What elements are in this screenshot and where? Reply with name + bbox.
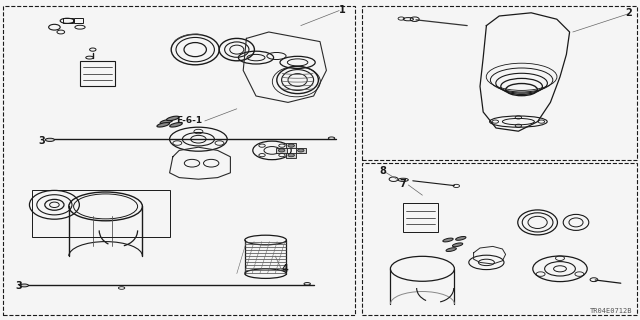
Bar xyxy=(296,148,306,153)
Circle shape xyxy=(298,149,304,152)
Text: 4: 4 xyxy=(282,264,288,274)
Ellipse shape xyxy=(443,238,453,242)
Bar xyxy=(286,153,296,158)
Text: 3: 3 xyxy=(16,281,22,292)
Circle shape xyxy=(278,149,285,152)
Ellipse shape xyxy=(446,248,456,252)
Text: 8: 8 xyxy=(380,166,386,176)
Bar xyxy=(3,6,355,315)
Bar xyxy=(63,18,73,23)
Bar xyxy=(74,18,83,23)
Text: 1: 1 xyxy=(339,4,346,15)
Ellipse shape xyxy=(456,236,466,240)
Text: 7: 7 xyxy=(399,179,406,189)
Bar xyxy=(403,203,438,232)
Text: 3: 3 xyxy=(38,136,45,146)
Ellipse shape xyxy=(166,116,179,121)
Ellipse shape xyxy=(452,243,463,247)
Ellipse shape xyxy=(170,123,182,127)
Ellipse shape xyxy=(160,119,173,124)
Bar xyxy=(80,61,115,86)
Bar xyxy=(362,163,637,315)
Ellipse shape xyxy=(157,123,170,127)
Bar xyxy=(276,148,287,153)
Text: E-6-1: E-6-1 xyxy=(176,116,202,124)
Ellipse shape xyxy=(45,138,54,141)
Text: 2: 2 xyxy=(625,8,632,18)
Bar xyxy=(286,143,296,148)
Circle shape xyxy=(288,154,294,157)
Ellipse shape xyxy=(20,284,29,287)
Text: TR04E0712B: TR04E0712B xyxy=(590,308,632,314)
Circle shape xyxy=(288,144,294,147)
Bar xyxy=(32,190,170,237)
Bar xyxy=(362,6,637,160)
